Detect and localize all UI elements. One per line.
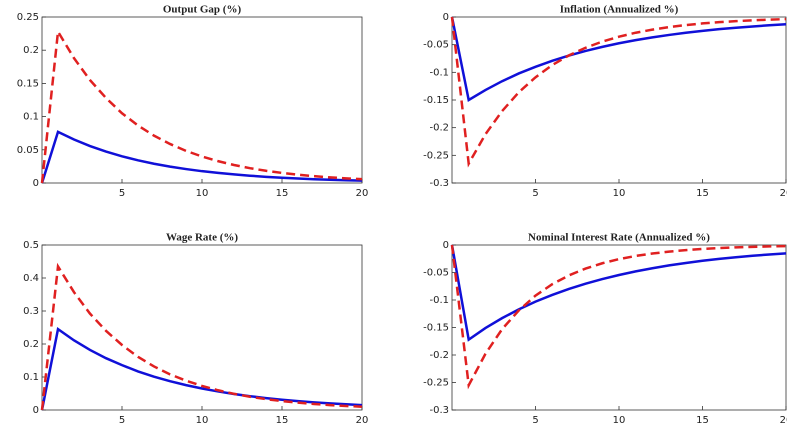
y-tick-label: 0 — [443, 12, 449, 23]
x-tick-label: 20 — [356, 415, 369, 426]
subplot-title: Nominal Interest Rate (Annualized %) — [528, 232, 710, 244]
x-tick-label: 10 — [613, 188, 626, 199]
y-tick-label: 0.3 — [23, 306, 39, 317]
series-line — [450, 16, 787, 168]
y-tick-label: -0.25 — [423, 150, 449, 161]
y-tick-label: -0.3 — [429, 178, 449, 189]
y-tick-label: -0.05 — [423, 268, 449, 279]
y-tick-label: 0.1 — [23, 112, 39, 123]
y-tick-label: 0.5 — [23, 240, 39, 251]
y-tick-label: -0.05 — [423, 40, 449, 51]
y-tick-label: -0.15 — [423, 323, 449, 334]
x-tick-label: 5 — [119, 188, 125, 199]
axes-box — [41, 244, 363, 411]
series-line — [450, 244, 787, 342]
x-tick-label: 15 — [696, 188, 709, 199]
axes-box — [451, 16, 787, 184]
y-tick-label: 0.05 — [17, 145, 39, 156]
x-tick-label: 20 — [780, 188, 787, 199]
y-tick-label: 0.4 — [23, 273, 39, 284]
y-tick-label: -0.2 — [429, 123, 449, 134]
y-tick-label: 0.1 — [23, 372, 39, 383]
y-tick-label: -0.15 — [423, 95, 449, 106]
y-tick-label: -0.3 — [429, 405, 449, 416]
x-tick-label: 10 — [196, 415, 209, 426]
subplot-title: Wage Rate (%) — [166, 232, 238, 244]
series-line — [40, 327, 363, 411]
subplot-title: Inflation (Annualized %) — [560, 4, 679, 16]
x-tick-label: 10 — [196, 188, 209, 199]
y-tick-label: 0.25 — [17, 12, 39, 23]
y-tick-label: 0.15 — [17, 78, 39, 89]
y-tick-label: 0.2 — [23, 45, 39, 56]
axes-box — [41, 16, 363, 184]
y-tick-label: 0.2 — [23, 339, 39, 350]
x-tick-label: 15 — [276, 188, 289, 199]
x-tick-label: 5 — [532, 415, 538, 426]
series-line — [450, 16, 787, 102]
x-tick-label: 5 — [119, 415, 125, 426]
series-line — [40, 130, 363, 184]
subplot-title: Output Gap (%) — [163, 4, 242, 16]
y-tick-label: 0 — [33, 405, 39, 416]
x-tick-label: 20 — [780, 415, 787, 426]
y-tick-label: -0.1 — [429, 67, 449, 78]
series-line — [40, 262, 363, 411]
y-tick-label: 0 — [33, 178, 39, 189]
y-tick-label: -0.2 — [429, 350, 449, 361]
x-tick-label: 15 — [276, 415, 289, 426]
series-line — [450, 244, 787, 390]
axes-box — [451, 244, 787, 411]
y-tick-label: -0.25 — [423, 378, 449, 389]
y-tick-label: 0 — [443, 240, 449, 251]
x-tick-label: 10 — [613, 415, 626, 426]
x-tick-label: 15 — [696, 415, 709, 426]
x-tick-label: 5 — [532, 188, 538, 199]
x-tick-label: 20 — [356, 188, 369, 199]
series-line — [40, 27, 363, 184]
y-tick-label: -0.1 — [429, 295, 449, 306]
